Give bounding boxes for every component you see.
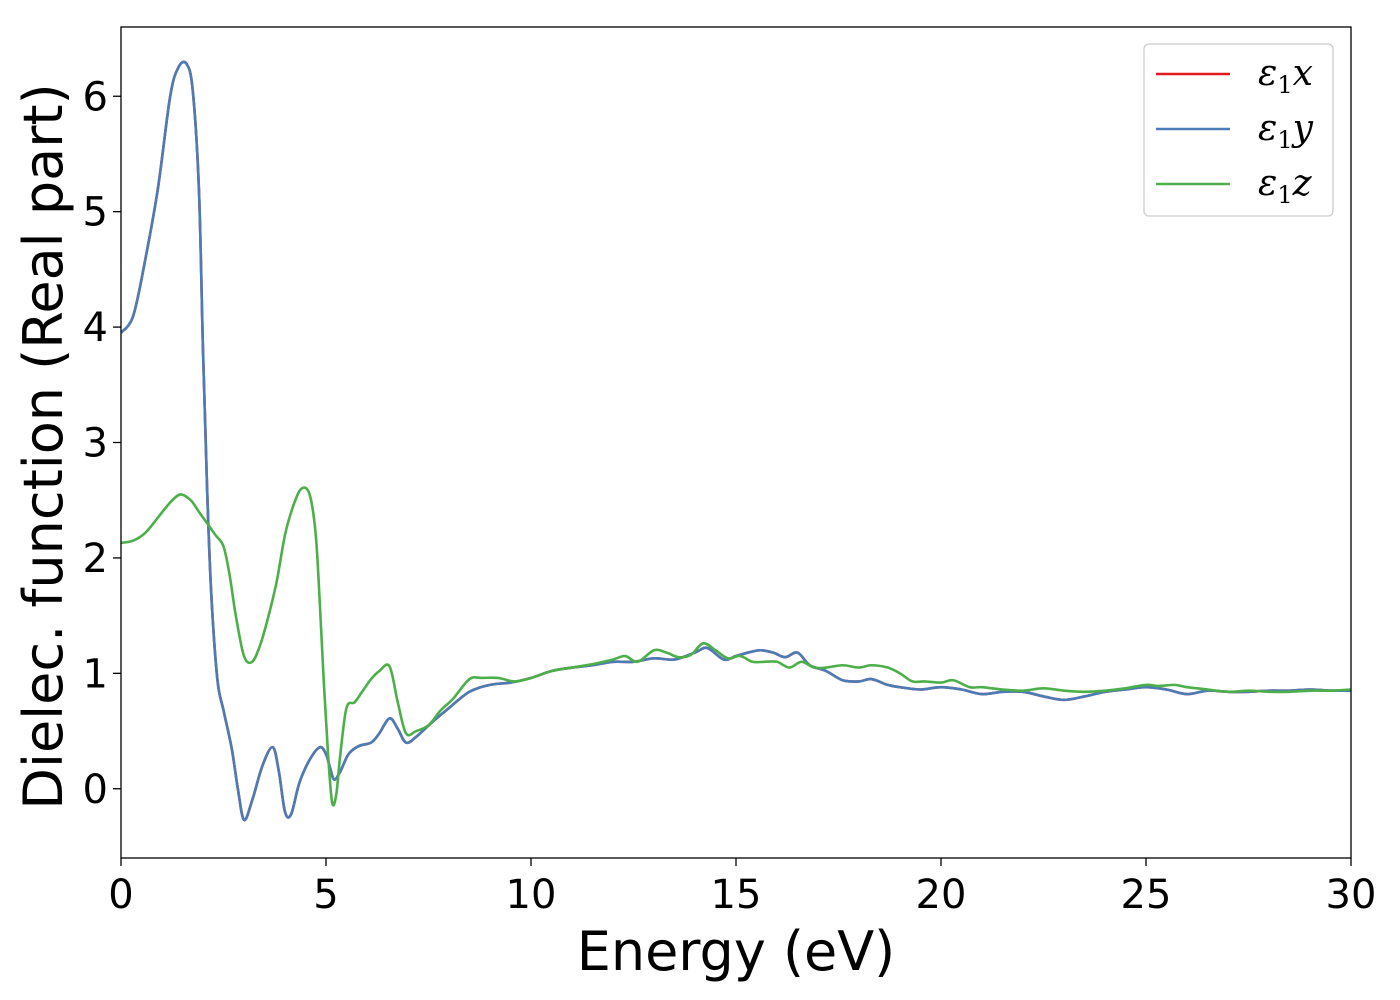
legend-subscript: 1 [1277, 126, 1292, 154]
series-line-z [121, 486, 1351, 807]
y-axis-label: Dielec. function (Real part) [12, 83, 75, 809]
y-tick-label: 3 [83, 421, 108, 467]
ticks-layer: 0 5 10 15 20 25 30 0 1 2 3 4 5 6 [83, 74, 1377, 918]
series-layer [121, 60, 1351, 822]
legend-component: z [1292, 163, 1313, 204]
legend-label-y: ε1y [1258, 108, 1314, 154]
legend-box [1143, 43, 1334, 217]
legend-component: y [1291, 108, 1314, 149]
x-tick-label: 5 [313, 872, 338, 918]
y-tick-label: 2 [83, 536, 108, 582]
legend-subscript: 1 [1277, 71, 1292, 99]
legend-symbol: ε [1258, 53, 1277, 94]
legend-label-x: ε1x [1258, 53, 1313, 99]
y-tick-label: 0 [83, 767, 108, 813]
y-tick-label: 5 [83, 190, 108, 236]
legend-subscript: 1 [1277, 181, 1292, 209]
x-tick-label: 10 [506, 872, 557, 918]
x-tick-label: 15 [711, 872, 762, 918]
legend-component: x [1293, 53, 1313, 94]
y-tick-label: 4 [83, 305, 108, 351]
legend-label-z: ε1z [1258, 163, 1313, 209]
legend-symbol: ε [1258, 163, 1277, 204]
x-tick-label: 20 [916, 872, 967, 918]
x-tick-label: 25 [1121, 872, 1172, 918]
x-axis-label: Energy (eV) [577, 920, 896, 983]
y-tick-label: 1 [83, 651, 108, 697]
x-tick-label: 30 [1326, 872, 1377, 918]
x-tick-label: 0 [108, 872, 133, 918]
y-tick-label: 6 [83, 74, 108, 120]
legend-symbol: ε [1258, 108, 1277, 149]
